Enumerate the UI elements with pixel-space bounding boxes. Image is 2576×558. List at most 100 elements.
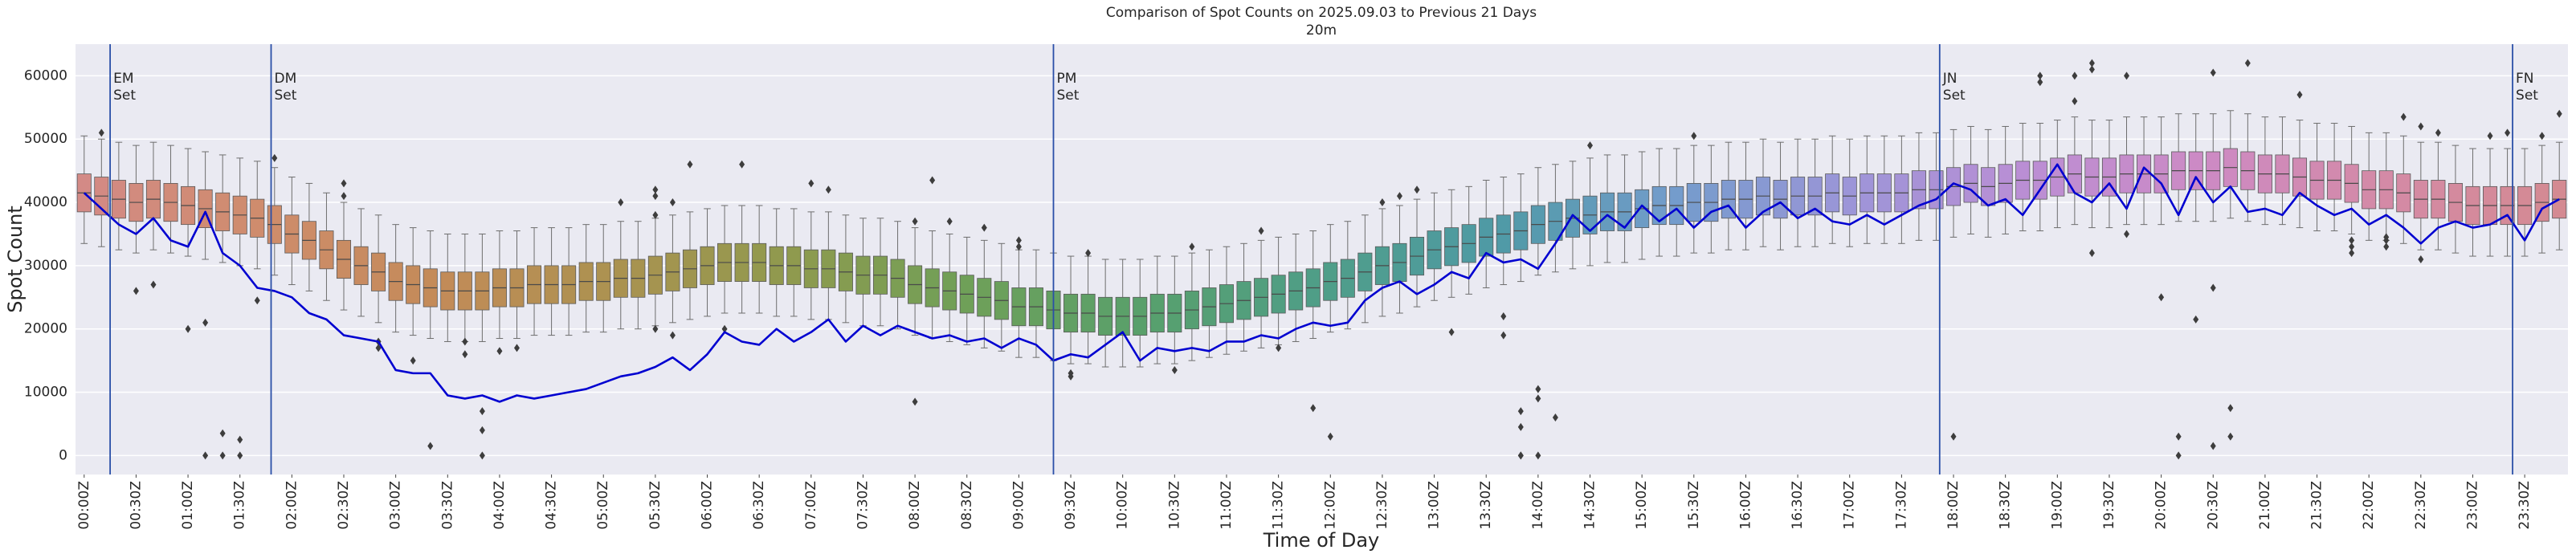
outlier [1068,372,1074,381]
x-tick-label: 23:30Z [2517,481,2533,530]
outlier [1517,422,1524,431]
outlier [462,337,468,346]
outlier [427,442,434,450]
outlier [1171,365,1178,374]
outlier [513,344,520,352]
outlier [479,451,485,460]
outlier [202,451,209,460]
x-tick-label: 22:30Z [2413,481,2429,530]
outlier [2418,122,2424,131]
outlier [1327,432,1333,441]
y-tick-label: 60000 [24,67,67,83]
x-tick-label: 11:30Z [1271,481,1287,530]
outlier [1517,451,1524,460]
outlier [652,210,659,219]
x-tick-label: 23:00Z [2464,481,2480,530]
outlier [1535,385,1541,393]
outlier [1448,328,1455,336]
outlier [462,350,468,359]
chart-title: Comparison of Spot Counts on 2025.09.03 … [1106,5,1537,21]
y-tick-label: 0 [59,447,67,463]
x-tick-label: 17:30Z [1893,481,1909,530]
x-tick-label: 16:30Z [1790,481,1806,530]
outlier [150,280,157,289]
x-tick-label: 16:00Z [1737,481,1753,530]
x-tick-label: 04:30Z [544,481,560,530]
x-tick-label: 10:00Z [1115,481,1131,530]
outlier [808,179,814,188]
outlier [2296,91,2303,100]
outlier [2505,128,2511,137]
outlier [2124,71,2130,80]
annotation-text: EM [113,71,133,87]
x-tick-label: 12:30Z [1374,481,1390,530]
annotation-text: DM [274,71,296,87]
outlier [2158,293,2165,302]
x-tick-label: 01:00Z [180,481,196,530]
x-tick-label: 21:00Z [2257,481,2273,530]
outlier [2435,128,2441,137]
outlier [2124,230,2130,238]
y-tick-label: 40000 [24,194,67,210]
outlier [185,324,191,333]
x-tick-label: 12:00Z [1322,481,1338,530]
x-tick-label: 14:00Z [1530,481,1546,530]
outlier [237,435,243,444]
x-tick-label: 15:30Z [1686,481,1702,530]
x-tick-label: 19:30Z [2101,481,2117,530]
outlier [2383,233,2390,242]
outlier [2210,442,2216,450]
outlier [2037,71,2043,80]
x-tick-label: 13:00Z [1427,481,1443,530]
annotation-text: FN [2516,71,2534,87]
x-tick-label: 13:30Z [1478,481,1494,530]
x-tick-label: 01:30Z [232,481,248,530]
outlier [1500,312,1507,320]
outlier [2383,242,2390,251]
outlier [1552,413,1558,422]
outlier [652,324,659,333]
outlier [1015,242,1022,251]
outlier [479,407,485,416]
x-tick-label: 08:00Z [907,481,923,530]
outlier [2037,78,2043,87]
outlier [1500,331,1507,340]
outlier [2539,132,2545,141]
x-axis-label: Time of Day [1263,529,1380,552]
outlier [2193,315,2199,324]
plot-area [76,44,2568,475]
y-axis-label: Spot Count [4,206,27,312]
outlier [687,160,693,169]
outlier [1414,185,1420,194]
outlier [219,429,226,438]
outlier [479,426,485,434]
outlier [237,451,243,460]
outlier [2210,283,2216,292]
outlier [496,347,503,356]
x-tick-label: 14:30Z [1582,481,1598,530]
x-tick-label: 10:30Z [1166,481,1182,530]
outlier [1517,407,1524,416]
outlier [652,192,659,201]
x-tick-label: 09:30Z [1063,481,1079,530]
y-tick-label: 30000 [24,258,67,274]
y-tick-label: 10000 [24,385,67,401]
outlier [1535,394,1541,403]
x-tick-label: 06:00Z [700,481,716,530]
outlier [669,198,676,207]
annotation-text: Set [1056,88,1079,104]
chart-subtitle: 20m [1306,22,1337,39]
outlier [825,185,831,194]
x-tick-label: 06:30Z [751,481,767,530]
x-tick-label: 15:00Z [1634,481,1650,530]
x-tick-label: 20:30Z [2205,481,2221,530]
outlier [929,176,936,185]
outlier [2227,404,2234,413]
x-tick-label: 18:00Z [1945,481,1962,530]
outlier [912,397,918,406]
x-tick-label: 03:30Z [439,481,455,530]
x-tick-label: 19:00Z [2049,481,2065,530]
outlier [721,324,728,333]
x-tick-label: 03:00Z [388,481,404,530]
